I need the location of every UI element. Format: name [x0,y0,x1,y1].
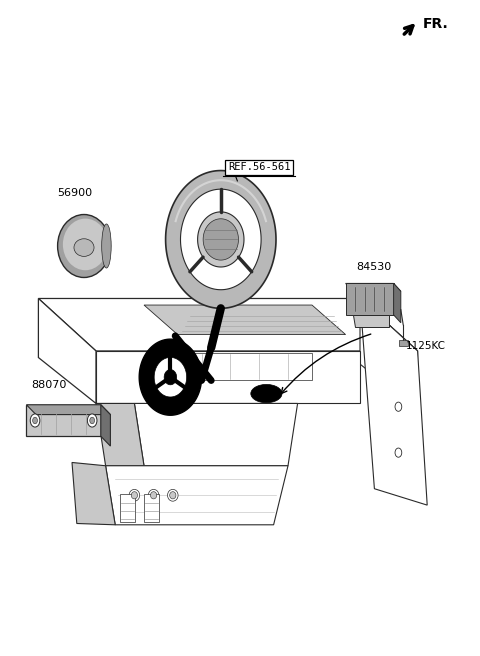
Circle shape [90,417,95,424]
Polygon shape [38,298,96,403]
Polygon shape [180,189,261,290]
Polygon shape [346,283,394,315]
Bar [120,494,135,522]
Polygon shape [26,405,101,436]
Polygon shape [203,219,239,260]
Polygon shape [346,283,401,291]
Polygon shape [134,403,298,466]
Ellipse shape [148,489,159,501]
Ellipse shape [251,384,282,403]
Circle shape [33,417,37,424]
Polygon shape [96,351,360,403]
Polygon shape [101,405,110,446]
Polygon shape [96,403,144,466]
Ellipse shape [102,224,111,268]
Polygon shape [72,462,115,525]
Ellipse shape [151,492,156,499]
Text: REF.56-561: REF.56-561 [228,162,290,173]
Circle shape [30,414,40,427]
Ellipse shape [58,215,110,277]
Polygon shape [144,305,346,335]
Bar [144,494,159,522]
Polygon shape [158,353,312,380]
Ellipse shape [63,218,108,270]
Polygon shape [360,298,418,410]
Polygon shape [164,369,177,385]
Polygon shape [139,339,202,415]
Polygon shape [353,315,389,327]
Ellipse shape [168,489,178,501]
Polygon shape [26,405,110,415]
Circle shape [395,402,402,411]
Polygon shape [154,358,187,397]
Ellipse shape [169,492,176,499]
Text: FR.: FR. [422,17,448,31]
Polygon shape [38,298,418,351]
Bar [399,340,408,346]
Ellipse shape [132,492,138,499]
Polygon shape [166,171,276,308]
Ellipse shape [74,239,94,256]
Ellipse shape [129,489,140,501]
Text: 1125KC: 1125KC [406,341,445,352]
Circle shape [87,414,97,427]
Polygon shape [360,298,427,505]
Text: 56900: 56900 [57,188,92,198]
Text: 88070: 88070 [31,380,66,390]
Polygon shape [198,212,244,267]
Text: 84530: 84530 [356,262,391,272]
Polygon shape [106,466,288,525]
Polygon shape [394,283,401,323]
Circle shape [395,448,402,457]
